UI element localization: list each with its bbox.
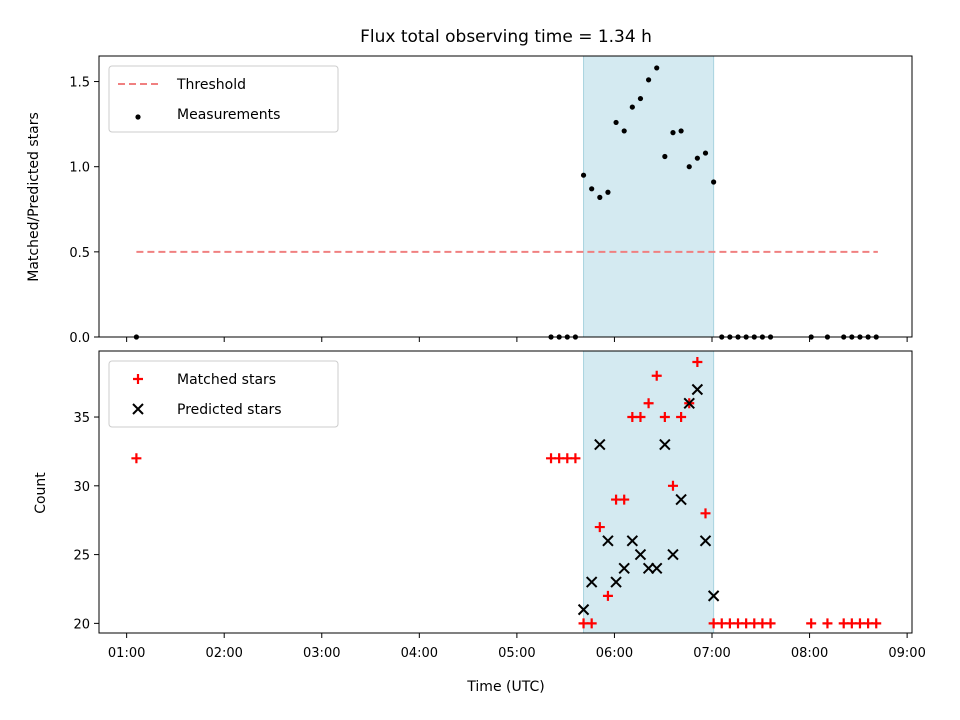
predicted-star-point bbox=[675, 493, 687, 506]
legend-predicted-swatch bbox=[132, 403, 144, 415]
y-tick-label: 35 bbox=[73, 411, 90, 426]
x-tick-label: 08:00 bbox=[791, 646, 828, 661]
x-tick-label: 05:00 bbox=[498, 646, 535, 661]
panel-top: 0.0 0.5 1.0 1.5 Threshold Measurements bbox=[69, 55, 913, 346]
y-tick-label: 1.0 bbox=[69, 161, 90, 176]
matched-star-point bbox=[676, 412, 687, 423]
matched-star-point bbox=[619, 494, 630, 505]
legend-label: Predicted stars bbox=[177, 402, 282, 418]
y-tick-label: 30 bbox=[73, 480, 90, 495]
legend-box bbox=[108, 65, 339, 133]
top-y-axis-label: Matched/Predicted stars bbox=[26, 112, 42, 282]
matched-star-point bbox=[692, 357, 703, 368]
matched-star-point bbox=[594, 522, 605, 533]
x-tick-label: 04:00 bbox=[401, 646, 438, 661]
x-tick-label: 02:00 bbox=[205, 646, 242, 661]
legend: Threshold Measurements bbox=[108, 65, 339, 133]
predicted-star-point bbox=[594, 438, 606, 451]
observing-window-band bbox=[583, 350, 715, 634]
y-tick-label: 1.5 bbox=[69, 76, 90, 91]
measurement-point bbox=[629, 104, 635, 110]
matched-star-point bbox=[643, 398, 654, 409]
measurement-point bbox=[637, 95, 644, 102]
legend-measurement-swatch bbox=[135, 114, 141, 120]
predicted-star-point bbox=[642, 562, 655, 575]
x-axis-label: Time (UTC) bbox=[466, 679, 544, 695]
predicted-star-point bbox=[667, 548, 679, 561]
matched-star-point bbox=[667, 480, 678, 491]
predicted-star-point bbox=[699, 535, 712, 547]
predicted-star-point bbox=[683, 397, 695, 409]
y-tick-label: 20 bbox=[73, 617, 90, 632]
matched-star-point bbox=[570, 453, 581, 464]
predicted-star-point bbox=[618, 562, 630, 575]
y-tick-label: 0.5 bbox=[69, 246, 90, 261]
measurement-point bbox=[670, 130, 676, 136]
panel-bottom: 20 25 30 35 01:00 02:00 03:00 04:00 05:00 06:00 07… bbox=[73, 350, 926, 661]
matched-star-point bbox=[651, 370, 662, 381]
predicted-star-point bbox=[585, 576, 598, 588]
x-tick-label: 09:00 bbox=[888, 646, 925, 661]
predicted-star-point bbox=[659, 438, 671, 451]
matched-star-point bbox=[602, 590, 613, 601]
matched-star-point bbox=[586, 618, 597, 629]
measurement-point bbox=[580, 172, 587, 178]
measurement-point bbox=[589, 186, 595, 192]
predicted-star-point bbox=[626, 535, 639, 547]
predicted-star-point bbox=[610, 576, 622, 588]
legend-matched-swatch bbox=[133, 374, 143, 384]
measurement-point bbox=[597, 194, 603, 200]
x-tick-label: 01:00 bbox=[108, 646, 145, 661]
measurement-point bbox=[678, 128, 684, 134]
bottom-y-axis-label: Count bbox=[33, 472, 49, 514]
legend-label: Measurements bbox=[177, 107, 280, 123]
predicted-star-point bbox=[707, 590, 720, 602]
y-tick-label: 0.0 bbox=[69, 331, 90, 346]
y-tick-label: 25 bbox=[73, 549, 90, 564]
matched-star-point bbox=[131, 453, 142, 464]
predicted-star-point bbox=[691, 383, 704, 396]
measurement-point bbox=[702, 150, 709, 156]
matched-star-point bbox=[635, 412, 646, 423]
legend: Matched stars Predicted stars bbox=[108, 360, 339, 428]
matched-star-point bbox=[822, 618, 833, 629]
matched-star-point bbox=[659, 412, 670, 423]
measurement-point bbox=[621, 128, 627, 134]
measurement-point bbox=[686, 164, 692, 170]
legend-box bbox=[108, 360, 339, 428]
measurement-point bbox=[694, 155, 700, 161]
x-tick-label: 07:00 bbox=[693, 646, 730, 661]
x-tick-label: 06:00 bbox=[596, 646, 633, 661]
measurement-point bbox=[605, 189, 611, 195]
matched-star-point bbox=[765, 618, 776, 629]
matched-star-point bbox=[871, 618, 882, 629]
measurement-point bbox=[654, 65, 660, 71]
predicted-star-point bbox=[577, 603, 590, 616]
chart-title: Flux total observing time = 1.34 h bbox=[360, 27, 652, 47]
predicted-star-point bbox=[651, 562, 663, 575]
axes-frame bbox=[98, 55, 913, 338]
measurement-point bbox=[613, 119, 619, 126]
legend-label: Matched stars bbox=[177, 372, 276, 388]
measurement-point bbox=[645, 77, 652, 83]
matched-star-point bbox=[806, 618, 817, 629]
observing-window-band bbox=[583, 55, 715, 338]
measurement-point bbox=[711, 179, 717, 185]
x-tick-label: 03:00 bbox=[303, 646, 340, 661]
legend-label: Threshold bbox=[176, 77, 246, 93]
predicted-star-point bbox=[602, 535, 614, 547]
predicted-star-point bbox=[634, 548, 647, 561]
axes-frame bbox=[98, 350, 913, 634]
matched-star-point bbox=[700, 508, 711, 519]
measurement-point bbox=[662, 153, 668, 160]
